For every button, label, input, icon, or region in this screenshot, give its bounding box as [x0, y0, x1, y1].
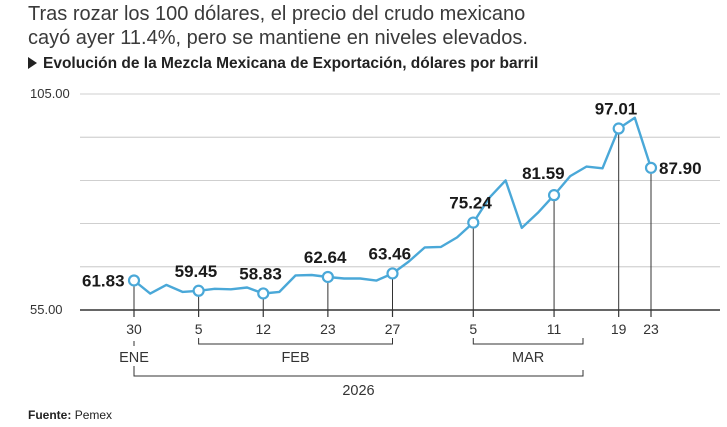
data-label: 97.01 [595, 100, 638, 119]
x-tick-label: 11 [547, 321, 562, 337]
play-bullet-icon [28, 57, 37, 69]
source-note: Fuente: Pemex [28, 408, 112, 422]
headline: Tras rozar los 100 dólares, el precio de… [28, 2, 718, 50]
data-point-marker [321, 270, 334, 284]
y-tick-label: 105.00 [30, 86, 70, 101]
chart-subtitle-text: Evolución de la Mezcla Mexicana de Expor… [43, 55, 539, 72]
x-axis: 30 5 12 23 27 5 11 19 23 [126, 310, 659, 337]
x-tick-label: 5 [195, 321, 203, 337]
date-brackets: ENE FEB MAR 2026 [119, 338, 584, 399]
source-label: Fuente: [28, 408, 72, 422]
data-point-marker [612, 122, 625, 135]
y-axis: 105.00 55.00 [30, 86, 70, 317]
data-point-marker [467, 216, 480, 229]
data-label: 62.64 [304, 248, 347, 267]
highlight-markers [127, 122, 658, 300]
data-point-marker [547, 189, 561, 202]
data-label: 61.83 [82, 271, 125, 290]
x-tick-label: 27 [385, 321, 401, 337]
data-label: 63.46 [369, 244, 412, 263]
data-point-marker [644, 161, 658, 174]
month-ene-label: ENE [119, 350, 149, 366]
x-tick-label: 30 [126, 321, 142, 337]
x-tick-label: 5 [469, 321, 477, 337]
x-tick-label: 12 [255, 321, 271, 337]
highlight-stems [133, 128, 652, 310]
data-labels: 61.83 59.45 58.83 62.64 63.46 75.24 81.59 97.01… [82, 100, 702, 291]
month-feb-label: FEB [281, 350, 309, 366]
year-label: 2026 [342, 383, 374, 399]
data-label: 58.83 [239, 264, 282, 283]
source-value: Pemex [74, 408, 113, 422]
x-tick-label: 19 [611, 321, 627, 337]
headline-line-2: cayó ayer 11.4%, pero se mantiene en niv… [28, 27, 528, 49]
data-label: 75.24 [449, 194, 492, 213]
chart-subtitle: Evolución de la Mezcla Mexicana de Expor… [28, 55, 538, 73]
headline-line-1: Tras rozar los 100 dólares, el precio de… [28, 3, 526, 25]
data-point-marker [386, 267, 399, 280]
data-label: 87.90 [659, 159, 702, 178]
data-label: 59.45 [175, 262, 218, 281]
data-point-marker [192, 284, 205, 297]
data-label: 81.59 [522, 164, 565, 183]
y-tick-label: 55.00 [30, 302, 63, 317]
month-mar-label: MAR [512, 350, 544, 366]
x-tick-label: 23 [320, 321, 336, 337]
data-point-marker [127, 274, 141, 287]
data-point-marker [257, 287, 270, 300]
x-tick-label: 23 [643, 321, 659, 337]
